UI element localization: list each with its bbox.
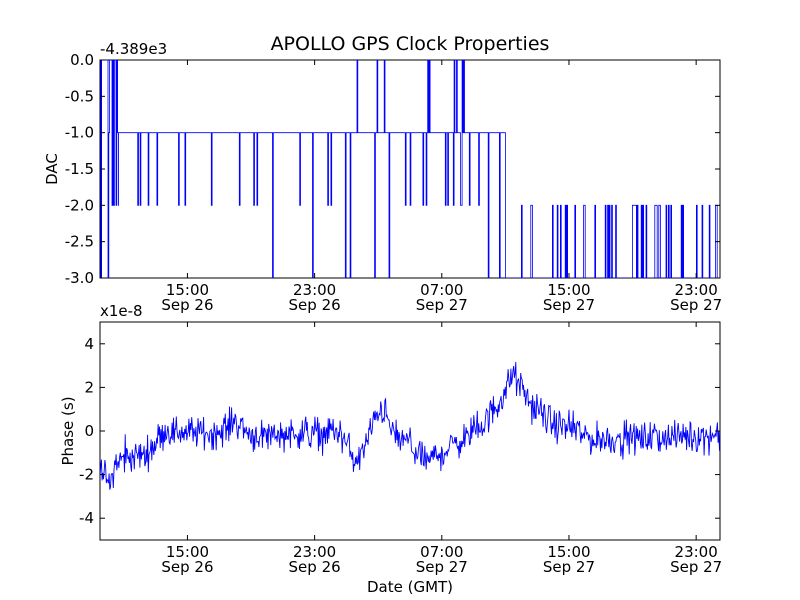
phase-xtick-date-label: Sep 27 bbox=[543, 558, 595, 576]
phase-xtick-time-label: 23:00 bbox=[293, 543, 336, 561]
dac-ytick-label: -2.0 bbox=[65, 196, 94, 214]
phase-xtick-date-label: Sep 27 bbox=[670, 558, 722, 576]
phase-y-axis-label: Phase (s) bbox=[59, 396, 77, 465]
dac-xtick-date-label: Sep 26 bbox=[289, 296, 341, 314]
dac-xtick-time-label: 23:00 bbox=[293, 281, 336, 299]
phase-y-axis: 4 2 0 -2 -4 bbox=[79, 335, 720, 527]
dac-xtick-date-label: Sep 27 bbox=[416, 296, 468, 314]
phase-xtick-date-label: Sep 27 bbox=[416, 558, 468, 576]
dac-series-line bbox=[100, 60, 720, 278]
dac-y-axis: 0.0 -0.5 -1.0 -1.5 -2.0 -2.5 -3.0 bbox=[65, 51, 720, 287]
phase-xtick-time-label: 07:00 bbox=[420, 543, 463, 561]
dac-xtick-date-label: Sep 27 bbox=[543, 296, 595, 314]
dac-xtick-time-label: 23:00 bbox=[675, 281, 718, 299]
dac-ytick-label: -3.0 bbox=[65, 269, 94, 287]
dac-ytick-label: -1.5 bbox=[65, 160, 94, 178]
phase-xtick-date-label: Sep 26 bbox=[289, 558, 341, 576]
dac-xtick-time-label: 07:00 bbox=[420, 281, 463, 299]
phase-ytick-label: -4 bbox=[79, 509, 94, 527]
phase-ytick-label: -2 bbox=[79, 466, 94, 484]
dac-offset-text: -4.389e3 bbox=[100, 40, 167, 58]
dac-xtick-time-label: 15:00 bbox=[547, 281, 590, 299]
dac-ytick-label: 0.0 bbox=[70, 51, 94, 69]
phase-ytick-label: 0 bbox=[84, 422, 94, 440]
dac-y-axis-label: DAC bbox=[43, 153, 61, 185]
phase-ytick-label: 4 bbox=[84, 335, 94, 353]
dac-xtick-date-label: Sep 26 bbox=[161, 296, 213, 314]
phase-xtick-time-label: 23:00 bbox=[675, 543, 718, 561]
dac-ytick-label: -2.5 bbox=[65, 233, 94, 251]
phase-xtick-time-label: 15:00 bbox=[547, 543, 590, 561]
chart-title: APOLLO GPS Clock Properties bbox=[271, 33, 550, 55]
x-axis-label: Date (GMT) bbox=[367, 578, 453, 596]
phase-offset-text: x1e-8 bbox=[100, 302, 143, 320]
dac-ytick-label: -1.0 bbox=[65, 124, 94, 142]
dac-xtick-date-label: Sep 27 bbox=[670, 296, 722, 314]
phase-xtick-time-label: 15:00 bbox=[166, 543, 209, 561]
phase-xtick-date-label: Sep 26 bbox=[161, 558, 213, 576]
phase-series-line bbox=[100, 361, 720, 490]
dac-xtick-time-label: 15:00 bbox=[166, 281, 209, 299]
phase-ytick-label: 2 bbox=[84, 378, 94, 396]
dac-ytick-label: -0.5 bbox=[65, 87, 94, 105]
